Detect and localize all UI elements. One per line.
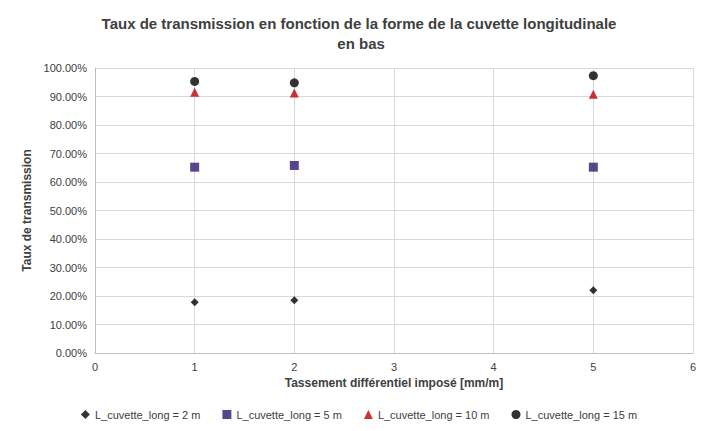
svg-text:90.00%: 90.00% (50, 91, 88, 103)
svg-text:1: 1 (192, 361, 198, 373)
svg-text:6: 6 (690, 361, 696, 373)
svg-text:L_cuvette_long = 15 m: L_cuvette_long = 15 m (525, 409, 637, 421)
svg-text:80.00%: 80.00% (50, 119, 88, 131)
svg-text:50.00%: 50.00% (50, 205, 88, 217)
svg-text:L_cuvette_long = 10 m: L_cuvette_long = 10 m (378, 409, 490, 421)
svg-text:40.00%: 40.00% (50, 233, 88, 245)
svg-text:20.00%: 20.00% (50, 290, 88, 302)
svg-text:10.00%: 10.00% (50, 319, 88, 331)
svg-text:Taux de transmission en foncti: Taux de transmission en fonction de la f… (102, 15, 617, 32)
svg-text:L_cuvette_long = 2 m: L_cuvette_long = 2 m (95, 409, 200, 421)
svg-text:0.00%: 0.00% (56, 347, 87, 359)
svg-text:en bas: en bas (333, 35, 385, 52)
svg-text:Taux de transmission: Taux de transmission (20, 149, 34, 271)
svg-text:2: 2 (291, 361, 297, 373)
svg-text:70.00%: 70.00% (50, 148, 88, 160)
svg-text:4: 4 (491, 361, 497, 373)
svg-text:3: 3 (391, 361, 397, 373)
svg-text:Tassement différentiel imposé: Tassement différentiel imposé [mm/m] (285, 376, 504, 390)
svg-text:0: 0 (92, 361, 98, 373)
svg-text:60.00%: 60.00% (50, 176, 88, 188)
svg-text:100.00%: 100.00% (44, 62, 88, 74)
svg-text:5: 5 (590, 361, 596, 373)
svg-text:30.00%: 30.00% (50, 262, 88, 274)
svg-text:L_cuvette_long = 5 m: L_cuvette_long = 5 m (236, 409, 341, 421)
